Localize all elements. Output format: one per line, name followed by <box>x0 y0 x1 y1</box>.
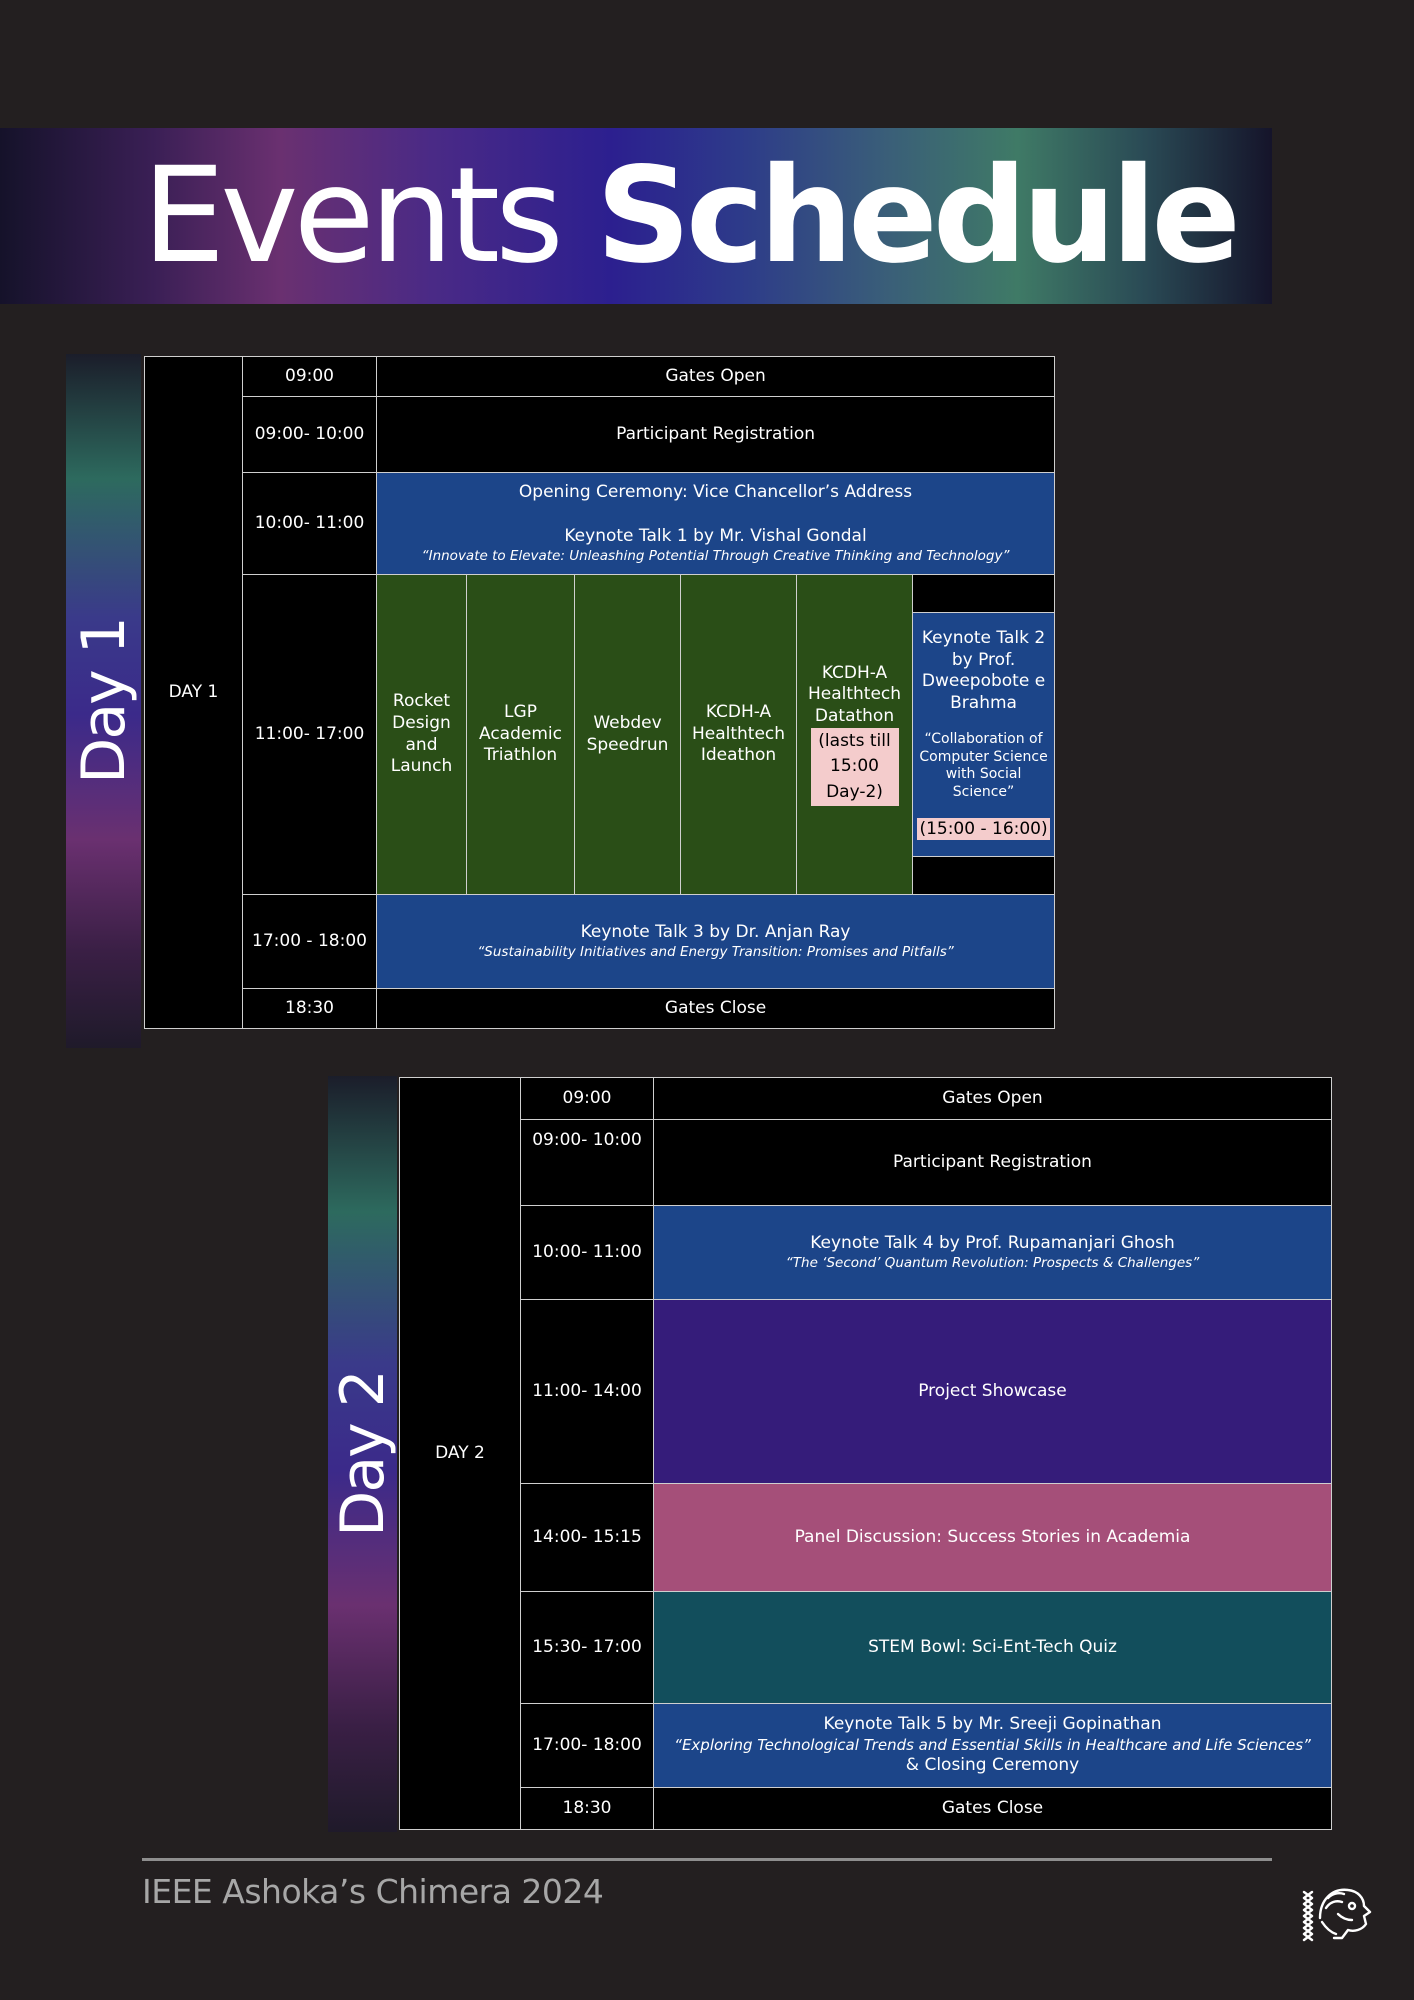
datathon-duration-note: (lasts till 15:00 Day-2) <box>810 727 899 807</box>
day1-kt2-spacer-top <box>911 574 1056 613</box>
day2-schedule-table: DAY 2 09:00 Gates Open 09:00- 10:00 Part… <box>399 1077 1332 1830</box>
keynote1-quote: “Innovate to Elevate: Unleashing Potenti… <box>421 547 1010 564</box>
keynote1-label: Keynote Talk 1 by Mr. Vishal Gondal <box>564 525 867 546</box>
day1-time-opening: 10:00- 11:00 <box>242 472 377 575</box>
day2-event-gates-open: Gates Open <box>653 1077 1332 1120</box>
datathon-label: KCDH-A Healthtech Datathon <box>807 662 902 727</box>
day1-event-registration: Participant Registration <box>375 396 1056 473</box>
keynote4-quote: “The ‘Second’ Quantum Revolution: Prospe… <box>785 1254 1200 1271</box>
footer-divider <box>142 1858 1272 1861</box>
keynote2-label: Keynote Talk 2 by Prof. Dweepobote e Bra… <box>921 627 1046 714</box>
title-bold-part: Schedule <box>595 139 1241 293</box>
day2-event-gates-close: Gates Close <box>653 1787 1332 1830</box>
closing-ceremony-label: & Closing Ceremony <box>905 1755 1080 1776</box>
day2-time-keynote4: 10:00- 11:00 <box>520 1205 654 1300</box>
keynote5-quote: “Exploring Technological Trends and Esse… <box>674 1735 1311 1754</box>
keynote2-time: (15:00 - 16:00) <box>917 818 1050 841</box>
day1-event-opening-keynote1: Opening Ceremony: Vice Chancellor’s Addr… <box>375 472 1056 575</box>
chimera-lion-logo-icon <box>1302 1888 1372 1942</box>
day2-time-panel: 14:00- 15:15 <box>520 1483 654 1592</box>
day1-event-keynote3: Keynote Talk 3 by Dr. Anjan Ray “Sustain… <box>375 894 1056 989</box>
keynote5-label: Keynote Talk 5 by Mr. Sreeji Gopinathan <box>823 1714 1162 1735</box>
page-title: Events Schedule <box>142 146 1241 286</box>
day1-kt2-spacer-bottom <box>911 856 1056 895</box>
day2-event-keynote4: Keynote Talk 4 by Prof. Rupamanjari Ghos… <box>653 1205 1332 1300</box>
day1-event-gates-open: Gates Open <box>375 356 1056 397</box>
day2-event-panel-discussion: Panel Discussion: Success Stories in Aca… <box>653 1483 1332 1592</box>
title-light-part: Events <box>142 139 564 293</box>
day1-time-keynote3: 17:00 - 18:00 <box>242 894 377 989</box>
event-healthtech-ideathon: KCDH-A Healthtech Ideathon <box>680 574 797 895</box>
day2-event-keynote5: Keynote Talk 5 by Mr. Sreeji Gopinathan … <box>653 1703 1332 1788</box>
day2-day-cell: DAY 2 <box>399 1077 521 1830</box>
keynote3-label: Keynote Talk 3 by Dr. Anjan Ray <box>580 921 851 942</box>
opening-ceremony-label: Opening Ceremony: Vice Chancellor’s Addr… <box>518 482 913 503</box>
day1-day-cell: DAY 1 <box>144 356 243 1029</box>
day2-event-project-showcase: Project Showcase <box>653 1299 1332 1484</box>
day2-event-registration: Participant Registration <box>653 1119 1332 1206</box>
day1-time-events: 11:00- 17:00 <box>242 574 377 895</box>
event-lgp-triathlon: LGP Academic Triathlon <box>466 574 575 895</box>
day2-strip-label: Day 2 <box>327 1371 398 1537</box>
day2-time-stem-bowl: 15:30- 17:00 <box>520 1591 654 1704</box>
event-healthtech-datathon: KCDH-A Healthtech Datathon (lasts till 1… <box>796 574 913 895</box>
event-rocket-design: Rocket Design and Launch <box>376 574 467 895</box>
day2-time-gates-close: 18:30 <box>520 1787 654 1830</box>
keynote2-quote: “Collaboration of Computer Science with … <box>919 730 1048 800</box>
day1-time-gates-open: 09:00 <box>242 356 377 397</box>
day2-time-showcase: 11:00- 14:00 <box>520 1299 654 1484</box>
keynote4-label: Keynote Talk 4 by Prof. Rupamanjari Ghos… <box>810 1232 1175 1253</box>
day1-time-registration: 09:00- 10:00 <box>242 396 377 473</box>
keynote3-quote: “Sustainability Initiatives and Energy T… <box>477 943 954 960</box>
day1-strip-label: Day 1 <box>68 618 139 784</box>
day2-event-stem-bowl: STEM Bowl: Sci-Ent-Tech Quiz <box>653 1591 1332 1704</box>
day1-strip: Day 1 <box>66 354 141 1048</box>
footer-text: IEEE Ashoka’s Chimera 2024 <box>142 1872 604 1911</box>
day1-event-gates-close: Gates Close <box>375 988 1056 1029</box>
day2-time-keynote5: 17:00- 18:00 <box>520 1703 654 1788</box>
day1-time-gates-close: 18:30 <box>242 988 377 1029</box>
day2-time-registration: 09:00- 10:00 <box>520 1119 654 1206</box>
event-webdev-speedrun: Webdev Speedrun <box>574 574 681 895</box>
day2-time-gates-open: 09:00 <box>520 1077 654 1120</box>
day1-schedule-table: DAY 1 09:00 Gates Open 09:00- 10:00 Part… <box>144 356 1056 1029</box>
title-banner: Events Schedule <box>0 128 1272 304</box>
day2-strip: Day 2 <box>327 1076 398 1832</box>
day1-event-keynote2: Keynote Talk 2 by Prof. Dweepobote e Bra… <box>911 612 1056 857</box>
